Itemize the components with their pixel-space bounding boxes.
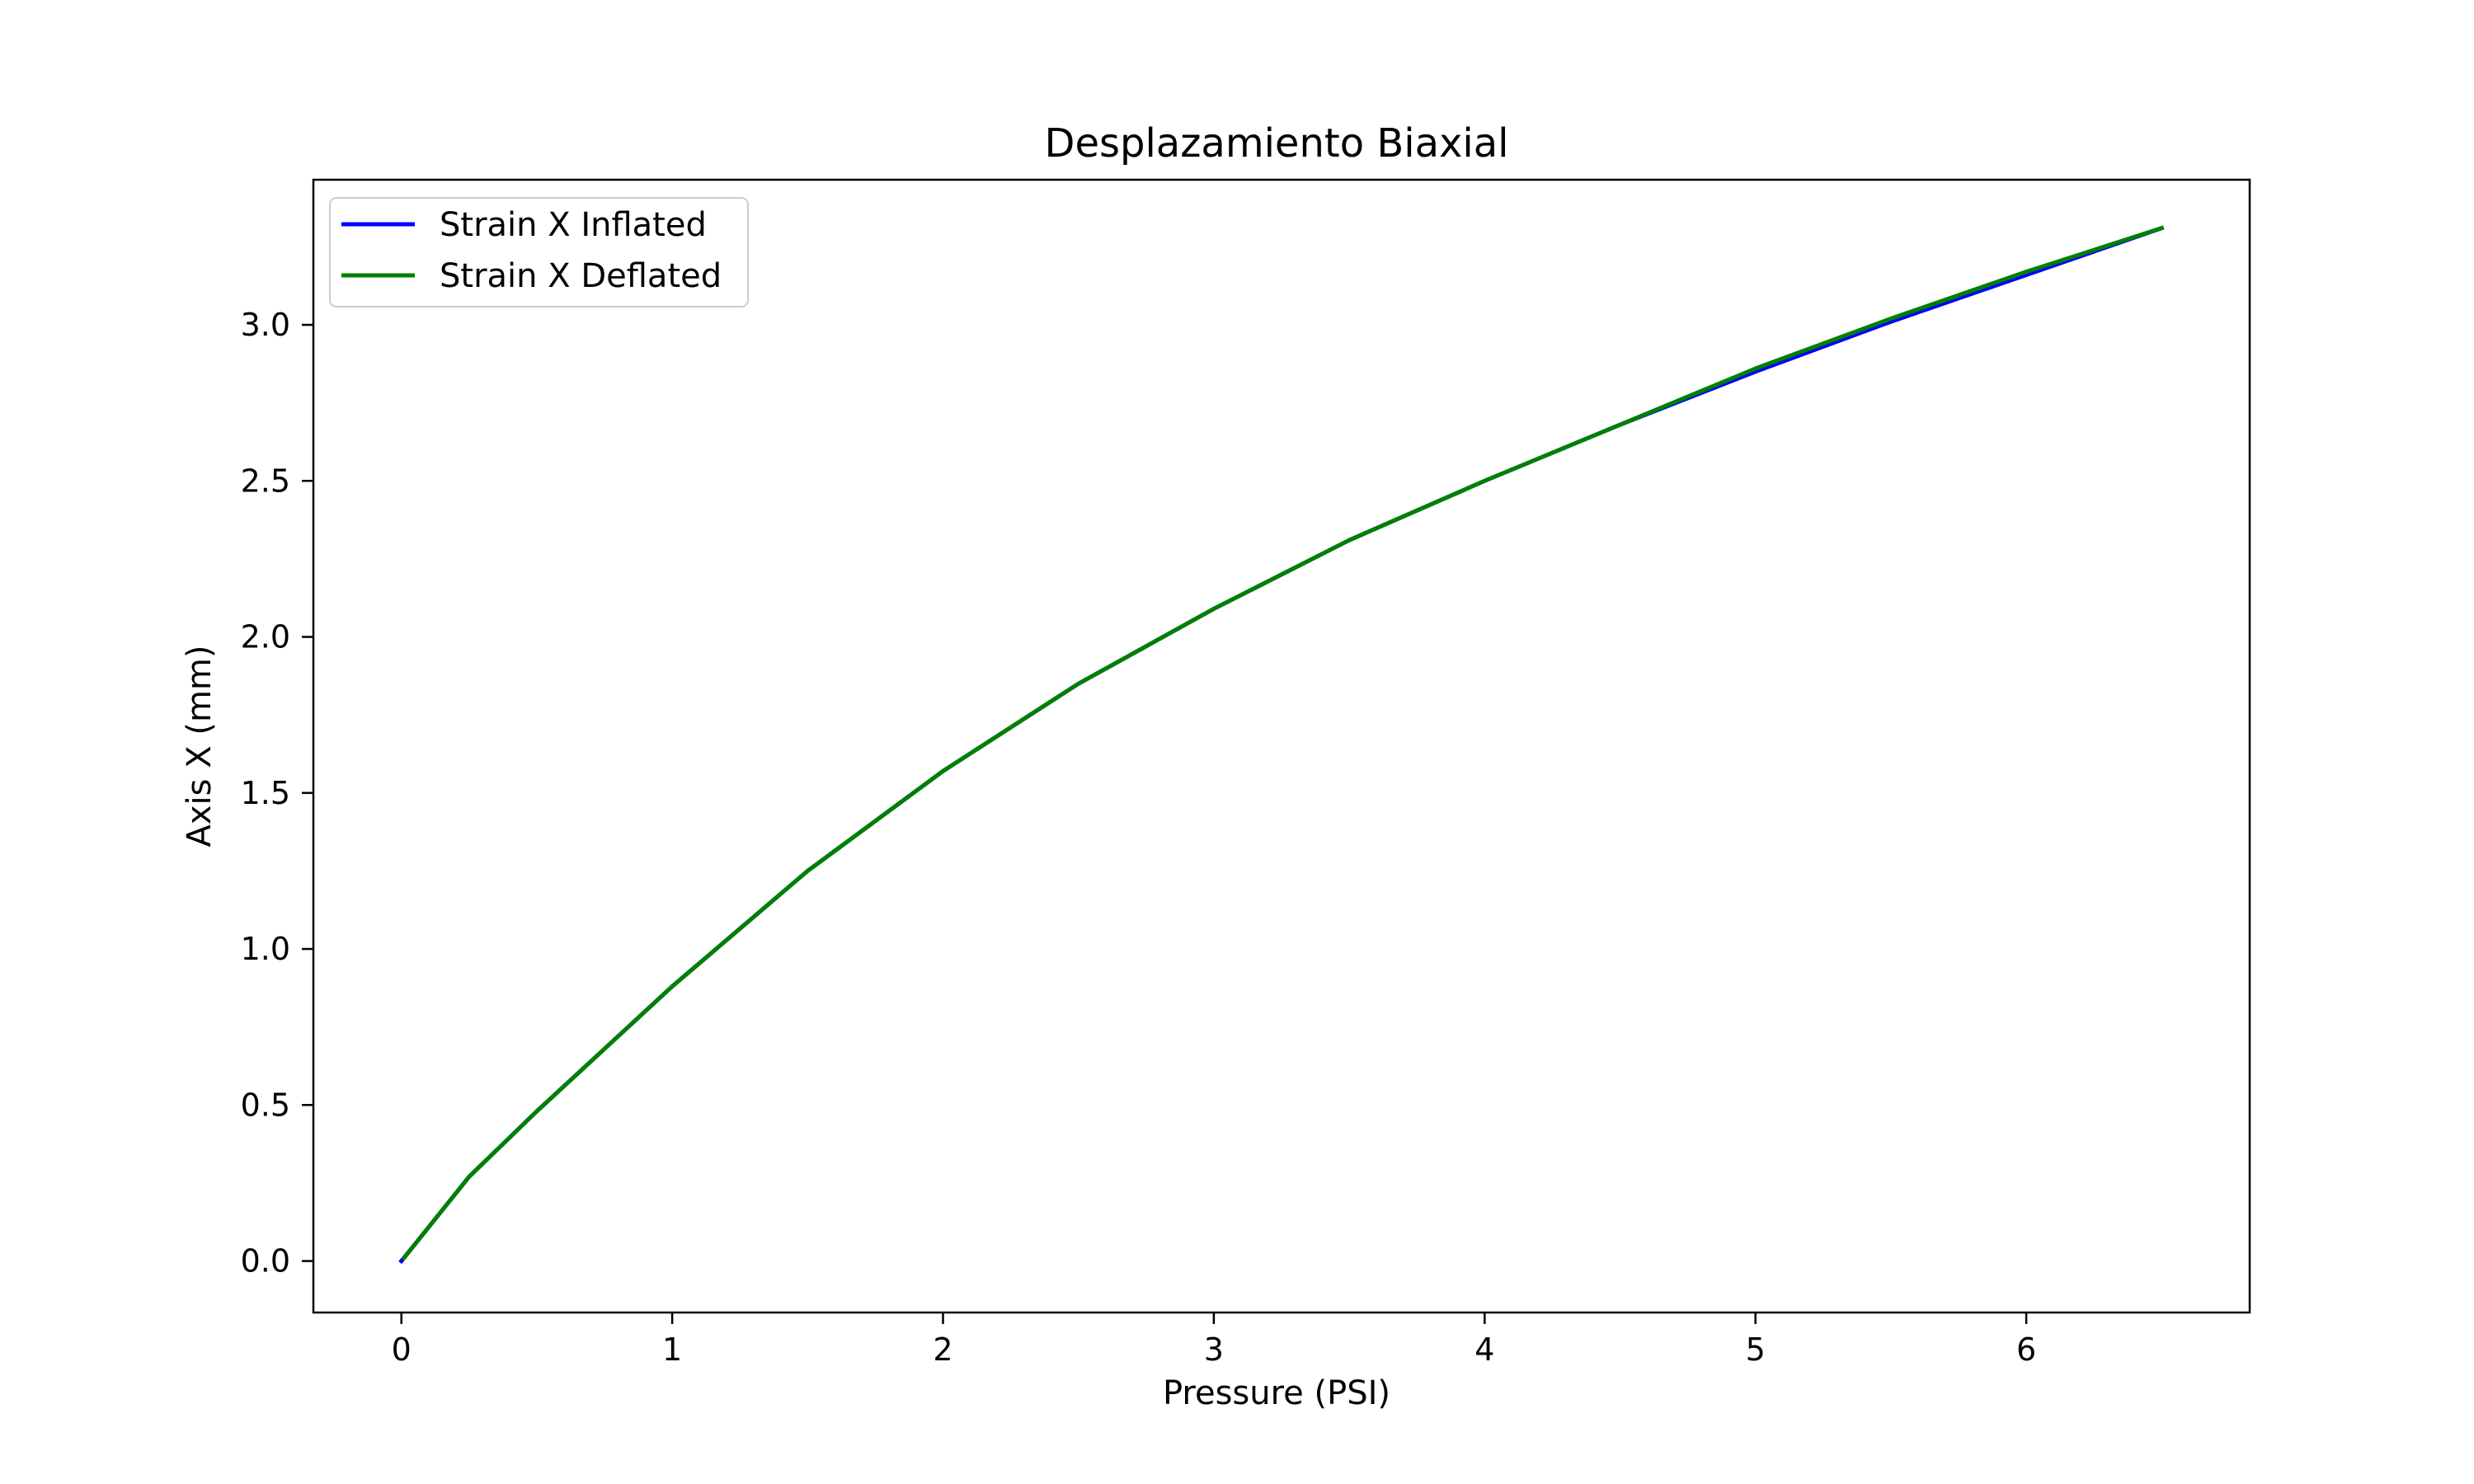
- x-tick-label: 2: [933, 1331, 952, 1368]
- legend-label-inflated: Strain X Inflated: [440, 206, 707, 244]
- y-tick-label: 0.0: [241, 1243, 290, 1280]
- y-tick-label: 0.5: [241, 1087, 290, 1123]
- x-axis-label: Pressure (PSI): [1163, 1374, 1390, 1412]
- y-tick-label: 3.0: [241, 307, 290, 343]
- legend: Strain X Inflated Strain X Deflated: [329, 197, 749, 308]
- series-line-1: [401, 225, 2165, 1261]
- x-tick-label: 4: [1475, 1331, 1494, 1368]
- x-tick-label: 0: [392, 1331, 412, 1368]
- x-tick-label: 5: [1746, 1331, 1766, 1368]
- y-axis-ticks: 0.0 0.5 1.0 1.5 2.0 2.5 3.0: [241, 307, 313, 1280]
- y-tick-label: 1.5: [241, 775, 290, 811]
- x-tick-label: 3: [1204, 1331, 1224, 1368]
- legend-label-deflated: Strain X Deflated: [440, 257, 722, 295]
- y-tick-label: 1.0: [241, 931, 290, 967]
- y-tick-label: 2.0: [241, 619, 290, 655]
- legend-box: [329, 197, 749, 308]
- chart-title: Desplazamiento Biaxial: [1045, 120, 1509, 167]
- plot-area-frame: [312, 178, 2251, 1314]
- x-tick-label: 6: [2016, 1331, 2036, 1368]
- y-tick-label: 2.5: [241, 463, 290, 499]
- y-axis-label: Axis X (mm): [181, 646, 219, 848]
- series-layer: [398, 225, 2165, 1265]
- x-axis-ticks: 0 1 2 3 4 5 6: [392, 1313, 2036, 1368]
- x-tick-label: 1: [662, 1331, 682, 1368]
